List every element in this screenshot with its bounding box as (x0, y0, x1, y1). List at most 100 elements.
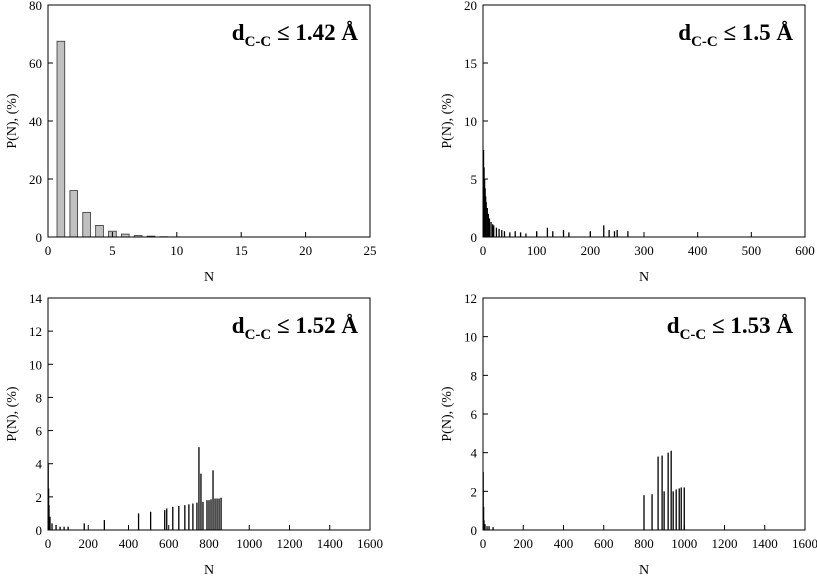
y-tick-label: 60 (29, 56, 42, 71)
bar (616, 230, 618, 237)
x-tick-label: 300 (634, 243, 654, 258)
y-tick-label: 80 (29, 0, 42, 13)
bar (509, 232, 511, 237)
annotation-rest: ≤ 1.53 Å (706, 313, 793, 338)
x-axis-label: N (204, 563, 214, 578)
bar (678, 488, 680, 530)
bar (164, 510, 166, 530)
annotation-rest: ≤ 1.52 Å (271, 313, 358, 338)
bar (651, 494, 653, 530)
y-tick-label: 4 (471, 446, 478, 461)
annotation: dC-C ≤ 1.53 Å (667, 313, 794, 343)
x-tick-label: 1400 (317, 536, 343, 551)
bar (83, 523, 85, 530)
x-tick-label: 20 (299, 243, 312, 258)
x-tick-label: 0 (45, 243, 52, 258)
y-tick-label: 0 (471, 523, 478, 538)
bar (55, 525, 57, 530)
bar (220, 497, 222, 530)
y-axis-label: P(N), (%) (5, 386, 20, 442)
bar (63, 526, 65, 530)
bar (519, 232, 522, 237)
bar (525, 233, 527, 237)
bar (493, 225, 495, 237)
x-tick-label: 500 (742, 243, 762, 258)
bar (488, 526, 490, 530)
bar (608, 230, 610, 237)
bar (683, 487, 685, 530)
x-tick-label: 25 (364, 243, 377, 258)
y-axis-label: P(N), (%) (440, 93, 455, 149)
bar (546, 227, 549, 237)
y-tick-label: 10 (29, 357, 42, 372)
bar (492, 224, 494, 237)
x-tick-label: 1200 (277, 536, 303, 551)
bar (82, 211, 91, 238)
y-tick-label: 20 (29, 172, 42, 187)
bar (503, 231, 506, 237)
bar (188, 504, 190, 530)
annotation-base: d (232, 313, 245, 338)
bar (482, 506, 485, 530)
y-tick-label: 8 (36, 390, 43, 405)
bar (206, 500, 208, 530)
x-tick-label: 800 (634, 536, 654, 551)
annotation: dC-C ≤ 1.42 Å (232, 20, 359, 50)
annotation-sub: C-C (245, 34, 272, 50)
annotation-base: d (667, 313, 680, 338)
bar (603, 225, 605, 237)
bar (210, 499, 212, 530)
bar (95, 224, 104, 238)
y-tick-label: 0 (36, 230, 43, 245)
x-tick-label: 600 (795, 243, 815, 258)
bar (172, 506, 174, 530)
x-tick-label: 15 (235, 243, 248, 258)
bar (483, 520, 485, 530)
bar (663, 491, 665, 530)
x-tick-label: 400 (688, 243, 708, 258)
x-axis-label: N (639, 270, 649, 285)
y-tick-label: 6 (36, 424, 43, 439)
annotation-sub: C-C (691, 34, 718, 50)
y-tick-label: 6 (471, 407, 478, 422)
panel: 0 200 400 600 800 1000 1200 1400 1600 0 2 4 6 8 10 12 14… (5, 291, 383, 578)
y-tick-label: 40 (29, 114, 42, 129)
bar (680, 487, 682, 530)
annotation-rest: ≤ 1.5 Å (718, 20, 794, 45)
bar (490, 221, 492, 237)
x-tick-label: 600 (594, 536, 614, 551)
annotation-sub: C-C (680, 327, 707, 343)
bar (613, 231, 616, 237)
bar (218, 498, 220, 530)
bar (488, 218, 491, 237)
x-tick-label: 1000 (671, 536, 697, 551)
bar (495, 227, 498, 237)
bar (200, 473, 202, 530)
bar (149, 511, 152, 530)
bar (501, 230, 503, 237)
y-axis-label: P(N), (%) (440, 386, 455, 442)
x-tick-label: 10 (170, 243, 183, 258)
bar (670, 450, 672, 530)
y-tick-label: 10 (464, 330, 477, 345)
annotation-sub: C-C (245, 327, 272, 343)
x-tick-label: 800 (199, 536, 219, 551)
bar (69, 190, 79, 238)
y-tick-label: 4 (36, 457, 43, 472)
x-tick-label: 1000 (236, 536, 262, 551)
bar (202, 501, 204, 530)
x-tick-label: 400 (119, 536, 139, 551)
bar (486, 208, 488, 237)
bar (67, 526, 69, 530)
y-tick-label: 8 (471, 368, 478, 383)
annotation-base: d (678, 20, 691, 45)
bar (484, 524, 486, 530)
bar (485, 202, 487, 237)
x-tick-label: 0 (480, 243, 487, 258)
bar (487, 213, 490, 237)
y-tick-label: 14 (29, 291, 43, 306)
bar (486, 526, 488, 530)
x-axis-label: N (204, 270, 214, 285)
y-tick-label: 0 (36, 523, 43, 538)
bar (216, 498, 218, 530)
